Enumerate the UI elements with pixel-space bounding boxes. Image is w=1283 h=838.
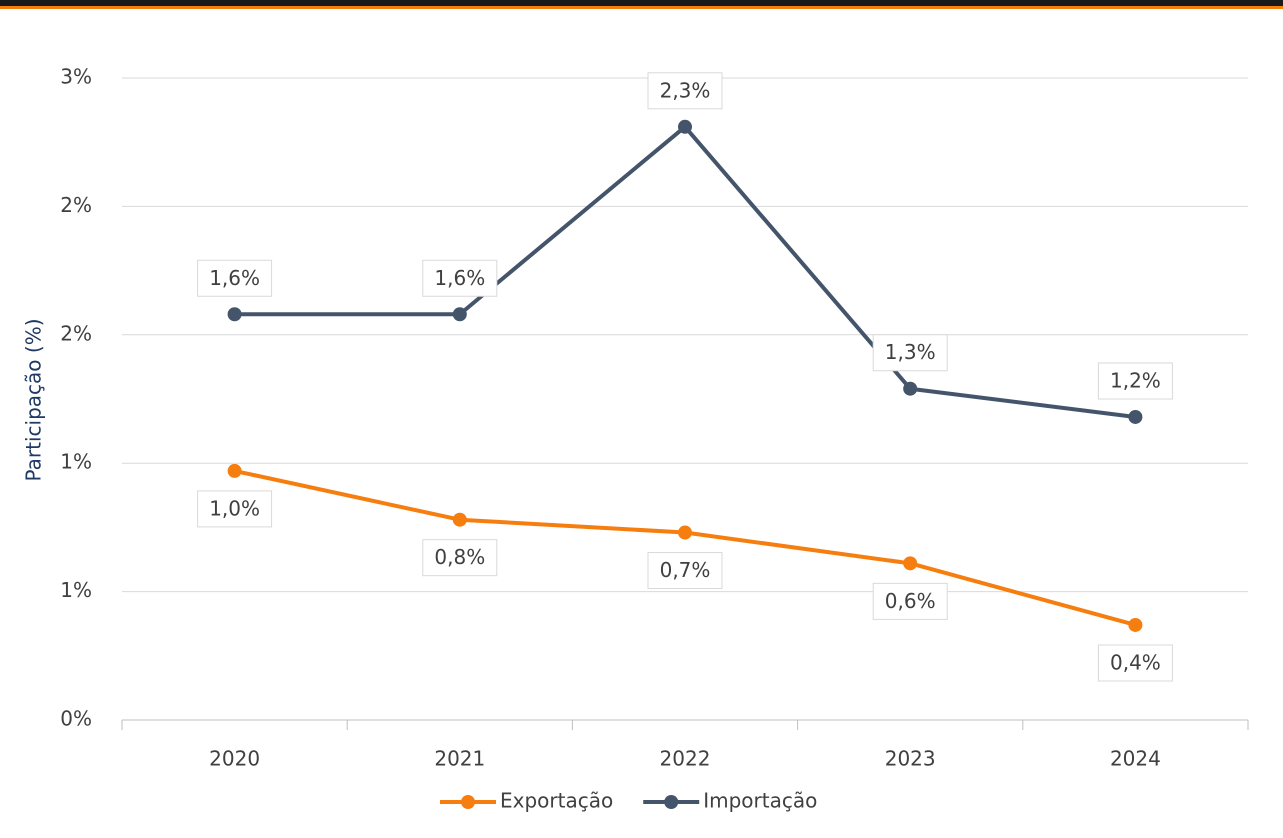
data-label: 1,0%: [209, 496, 260, 520]
y-tick-label: 2%: [60, 193, 92, 217]
series-line: [234, 124, 1136, 419]
point: [452, 512, 467, 527]
data-label-box: [872, 334, 948, 372]
x-tick-label: 2023: [885, 747, 936, 771]
x-tick-label: 2021: [434, 747, 485, 771]
y-tick-label: 2%: [60, 321, 92, 345]
legend-marker: [664, 795, 679, 809]
data-label: 1,3%: [885, 340, 936, 364]
x-tick-label: 2022: [660, 747, 711, 771]
point: [1128, 409, 1143, 424]
point: [678, 119, 692, 134]
point: [227, 307, 242, 322]
y-tick-label: 3%: [60, 65, 92, 89]
y-axis-title: Participação (%): [22, 319, 46, 482]
point: [452, 307, 467, 322]
data-label-box: [647, 72, 723, 110]
point: [903, 381, 918, 396]
y-tick-label: 0%: [60, 707, 92, 731]
data-label-box: [197, 490, 273, 528]
data-label: 0,7%: [660, 558, 711, 582]
data-label: 2,3%: [660, 78, 711, 102]
point: [903, 556, 918, 571]
point: [227, 463, 242, 478]
top-bar: [0, 0, 1283, 6]
x-tick-label: 2024: [1110, 747, 1161, 771]
y-tick-label: 1%: [60, 578, 92, 602]
point: [1128, 617, 1143, 632]
data-label-box: [197, 259, 273, 297]
legend-label: Exportação: [500, 789, 613, 813]
data-label: 0,4%: [1110, 650, 1161, 674]
data-label-box: [647, 552, 723, 590]
x-tick-label: 2020: [209, 747, 260, 771]
y-tick-label: 1%: [60, 450, 92, 474]
data-label-box: [1097, 644, 1173, 682]
legend-marker: [461, 795, 475, 809]
top-accent: [0, 6, 1283, 9]
data-label-box: [422, 539, 498, 577]
legend-label: Importação: [703, 789, 817, 813]
data-label: 0,6%: [885, 589, 936, 613]
data-label: 1,6%: [209, 266, 260, 290]
data-label: 0,8%: [434, 545, 485, 569]
series-line: [234, 468, 1136, 627]
data-label-box: [872, 582, 948, 620]
data-label-box: [422, 259, 498, 297]
data-label: 1,6%: [434, 266, 485, 290]
data-label: 1,2%: [1110, 368, 1161, 392]
point: [678, 525, 692, 540]
data-label-box: [1097, 362, 1173, 400]
